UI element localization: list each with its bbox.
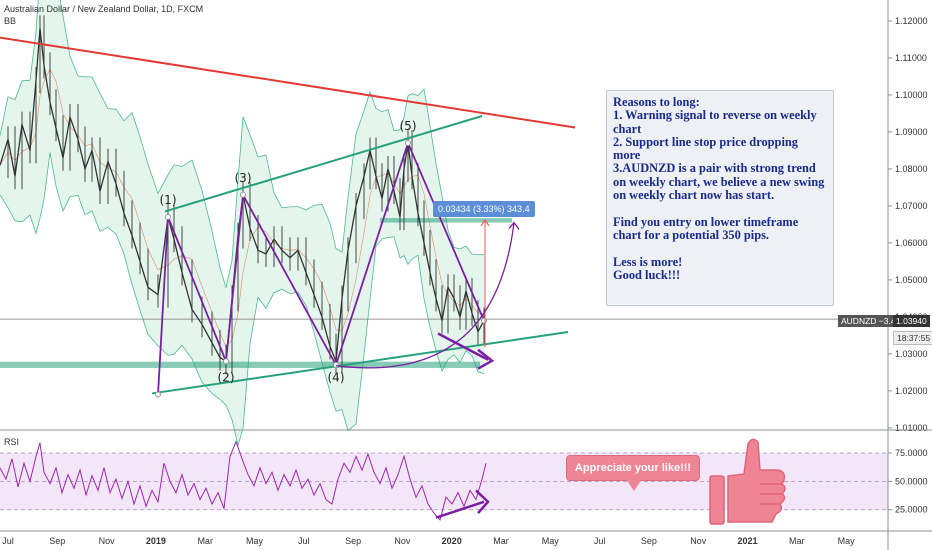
price-tick-label: 1.02000 [895, 386, 928, 396]
projection-arc [335, 222, 515, 369]
divergence-arrow [437, 332, 489, 361]
time-tick-label: May [542, 536, 560, 546]
support-zones [0, 218, 512, 368]
wave-point [240, 191, 246, 198]
wave-point [165, 214, 171, 220]
note-line: Find you entry on lower timeframe chart … [613, 214, 802, 242]
note-line: Reasons to long: [613, 95, 700, 109]
time-tick-label: Nov [690, 536, 707, 546]
price-tick-label: 1.06000 [895, 238, 928, 248]
wave-point [223, 358, 229, 365]
wave-label: (1) [160, 193, 177, 207]
price-tick-label: 1.05000 [895, 275, 928, 285]
rsi-tick-label: 75.0000 [895, 448, 928, 458]
time-tick-label: Mar [789, 536, 805, 546]
symbol-title[interactable]: Australian Dollar / New Zealand Dollar, … [4, 4, 204, 14]
support-zone [380, 218, 512, 223]
wave-label: (5) [400, 119, 417, 133]
time-tick-label: Jul [2, 536, 14, 546]
time-tick-label: Sep [641, 536, 657, 546]
trendline [0, 36, 576, 129]
price-tick-label: 1.08000 [895, 164, 928, 174]
arc-arrowhead [508, 221, 520, 230]
note-line [613, 242, 827, 255]
time-tick-label: Nov [394, 536, 411, 546]
time-tick-label: Jul [298, 536, 310, 546]
time-tick-label: Nov [99, 536, 116, 546]
wave-label: (2) [218, 371, 235, 385]
divergence-arrowhead [477, 348, 495, 370]
time-tick-label: Mar [197, 536, 213, 546]
price-tick-label: 1.12000 [895, 16, 928, 26]
like-callout: Appreciate your like!!! [566, 455, 700, 481]
price-tick-label: 1.07000 [895, 201, 928, 211]
price-tick-label: 1.03000 [895, 349, 928, 359]
wave-labels: (1) (2) (3) (4) (5) [160, 119, 417, 385]
rsi-pane[interactable]: 75.0000 50.0000 25.0000 [0, 440, 928, 521]
rsi-divergence-arrowhead [475, 489, 490, 514]
rsi-divergence-arrow [435, 500, 485, 519]
time-tick-label: Mar [493, 536, 509, 546]
time-tick-label: Jul [594, 536, 606, 546]
symbol-change-tag: AUDNZD −3.45% [838, 315, 911, 327]
price-tick-label: 1.09000 [895, 127, 928, 137]
measure-label: 0.03434 (3.33%) 343.4 [433, 201, 535, 217]
time-tick-label: Sep [345, 536, 361, 546]
indicator-label-rsi[interactable]: RSI [4, 437, 20, 447]
trendline [164, 115, 483, 213]
callout-tail [626, 479, 642, 491]
measure-arrowhead [480, 219, 490, 227]
wave-point [481, 317, 487, 324]
bb-lower [0, 152, 485, 447]
time-tick-label: 2021 [737, 536, 757, 546]
current-price-tag: 1.03940 [893, 315, 930, 327]
rsi-tick-label: 25.0000 [895, 505, 928, 515]
support-zone [0, 361, 480, 368]
price-tick-label: 1.10000 [895, 90, 928, 100]
rsi-tick-label: 50.0000 [895, 476, 928, 486]
note-line: Good luck!!! [613, 267, 681, 282]
wave-point [155, 391, 161, 398]
countdown-timer: 18:37:55 [893, 331, 932, 345]
time-tick-label: 2019 [146, 536, 166, 546]
note-line: 1. Warning signal to reverse on weekly c… [613, 108, 820, 136]
note-line [613, 202, 827, 215]
annotations [0, 36, 576, 398]
trendline [151, 331, 569, 395]
rsi-line [0, 440, 487, 521]
price-tick-label: 1.01000 [895, 423, 928, 433]
time-tick-label: May [838, 536, 856, 546]
time-tick-label: 2020 [442, 536, 462, 546]
time-tick-label: May [246, 536, 264, 546]
indicator-label-bb[interactable]: BB [4, 16, 17, 26]
bb-upper [0, 0, 485, 288]
analysis-note[interactable]: Reasons to long: 1. Warning signal to rev… [606, 90, 834, 306]
chart-header: Australian Dollar / New Zealand Dollar, … [4, 3, 203, 27]
thumbs-up-icon [709, 438, 786, 525]
wave-point [405, 140, 411, 147]
wave-label: (3) [235, 171, 252, 185]
note-line: 3.AUDNZD is a pair with strong trend on … [613, 161, 828, 203]
wave-label: (4) [328, 371, 345, 385]
price-tick-label: 1.11000 [895, 53, 927, 63]
note-line: 2. Support line stop price dropping more [613, 134, 802, 163]
wave-point [333, 361, 339, 368]
time-tick-label: Sep [49, 536, 65, 546]
note-line: Less is more! [613, 254, 683, 269]
bb-fill [0, 0, 484, 446]
